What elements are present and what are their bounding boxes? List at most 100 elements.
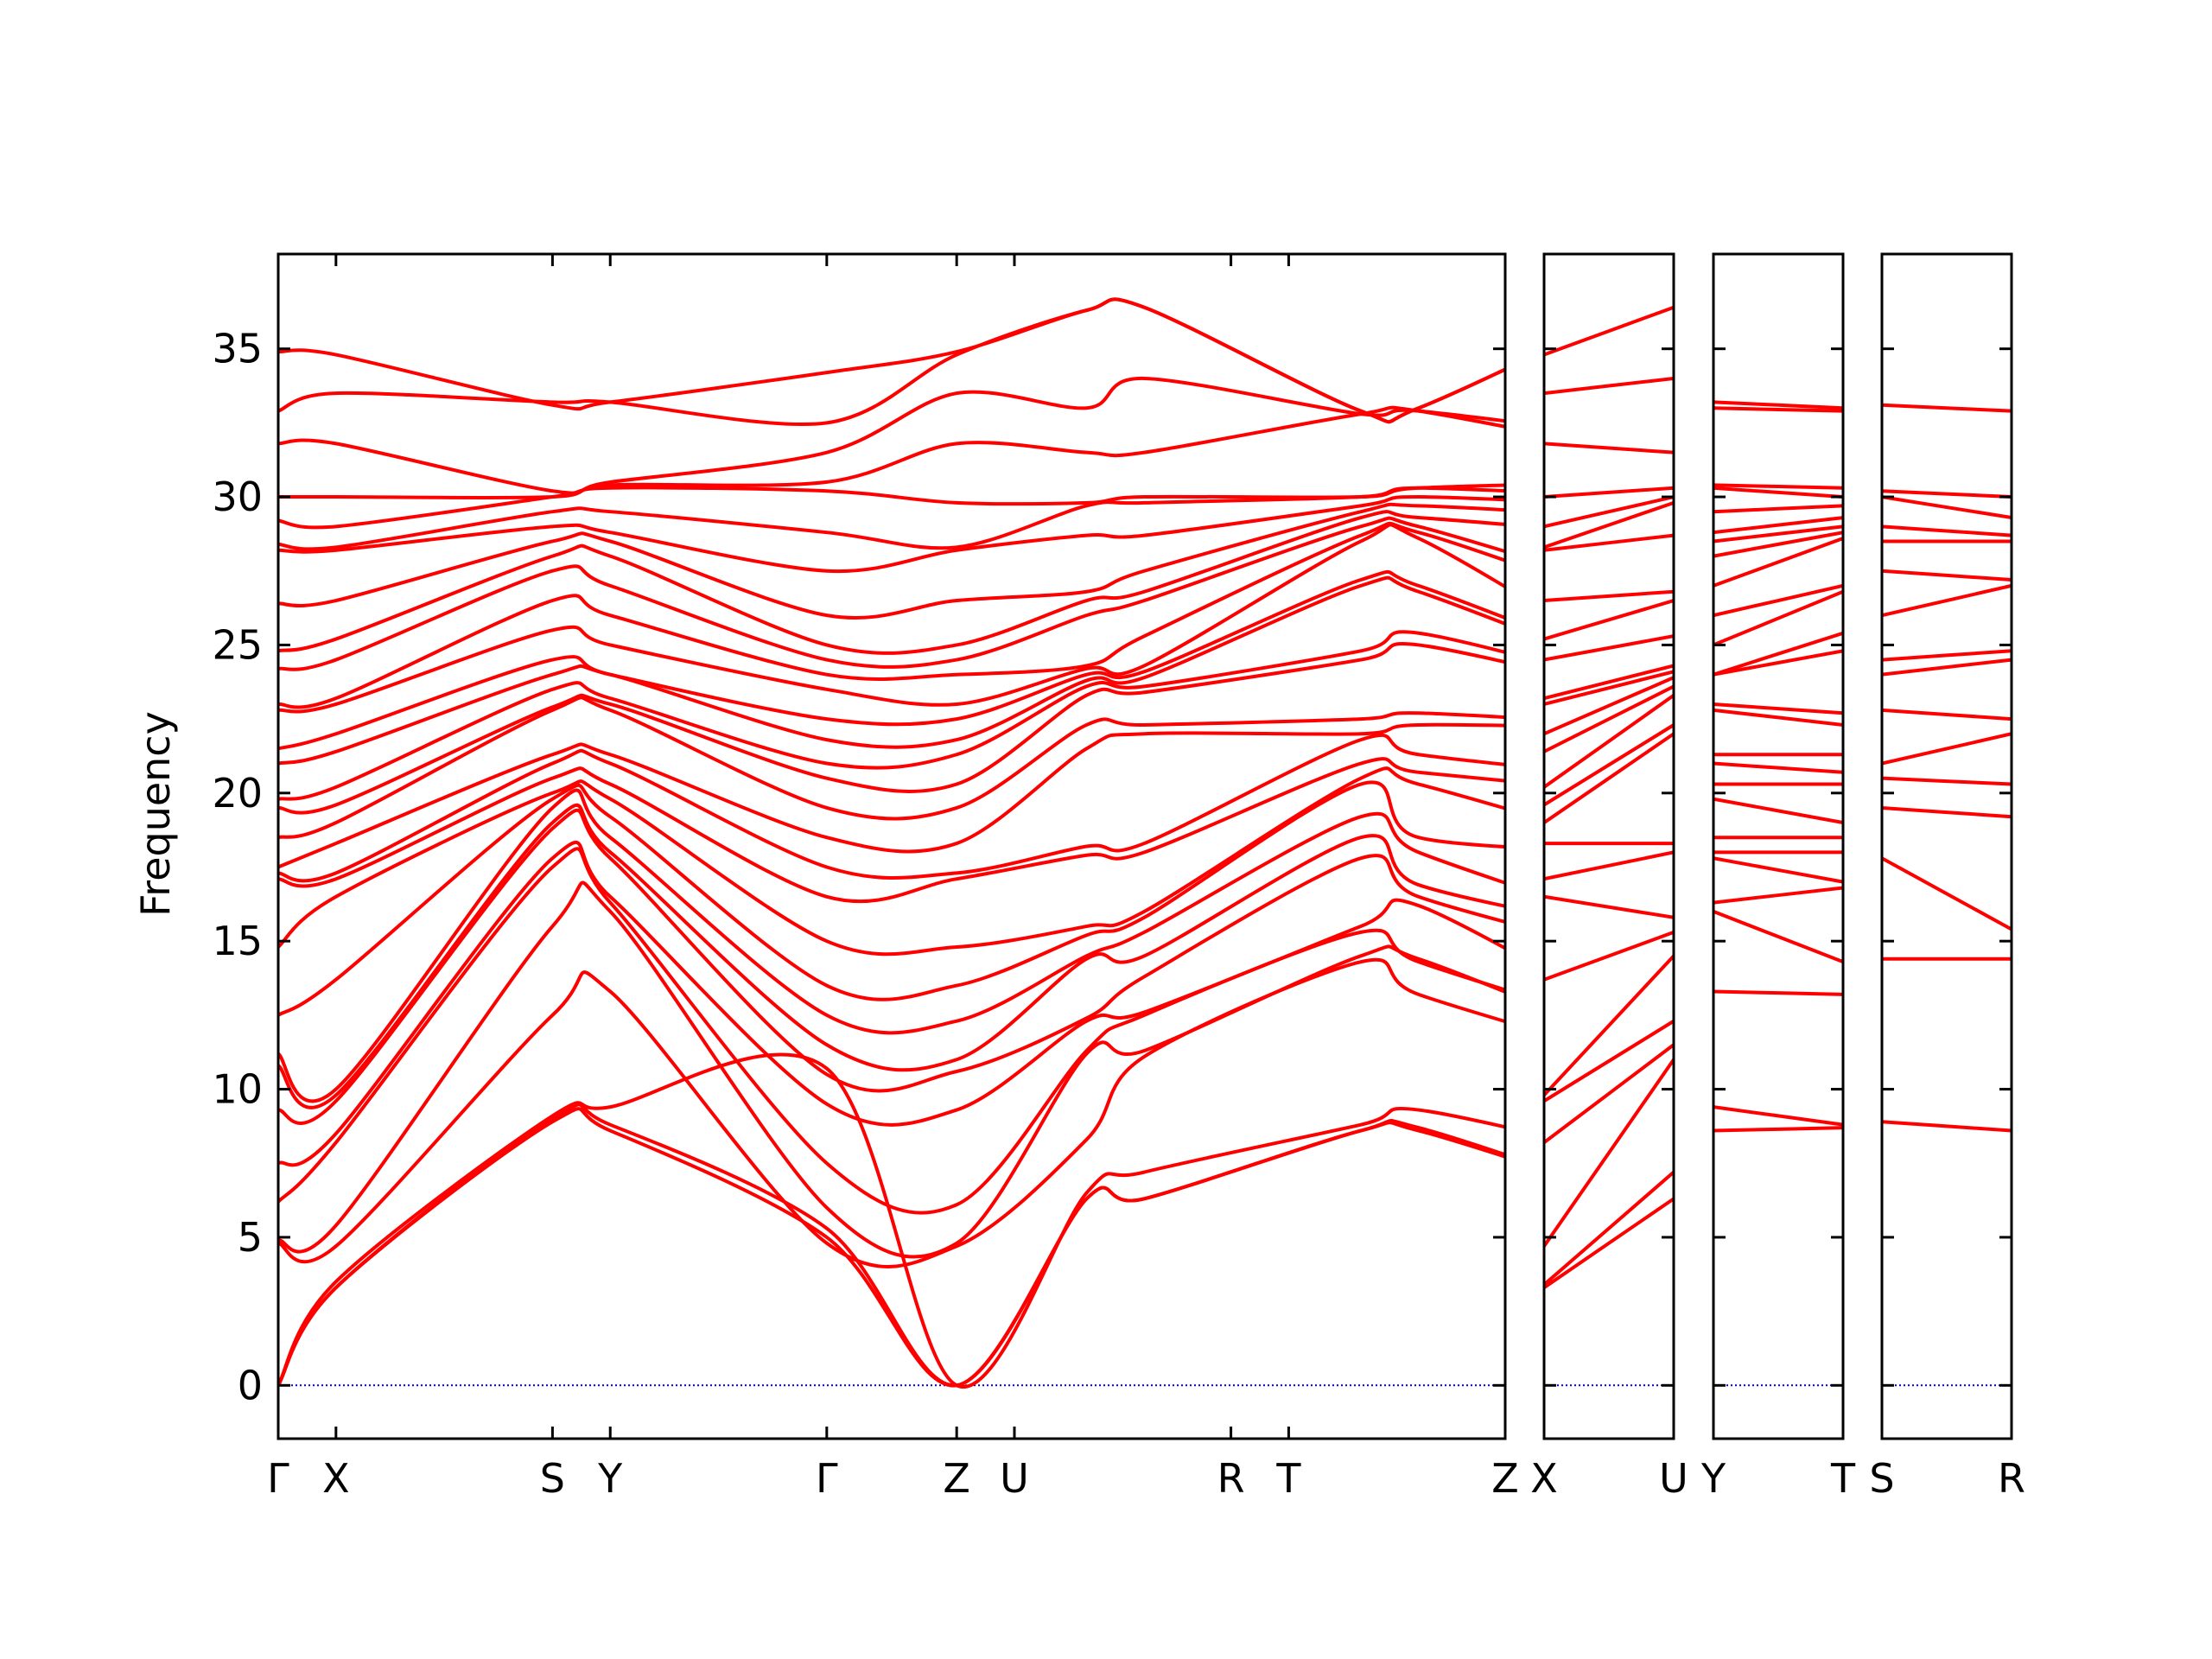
y-tick-label: 5 [238, 1214, 263, 1261]
x-tick-label: T [1830, 1455, 1856, 1502]
x-tick-label: Z [1491, 1455, 1519, 1502]
band-line-15 [1882, 489, 2012, 499]
band-line-5 [1713, 886, 1843, 905]
band-line-25 [278, 502, 1505, 620]
band-line-13 [278, 757, 1505, 904]
x-tick-label: X [322, 1455, 350, 1502]
band-line-9 [1544, 850, 1674, 881]
x-tick-label: Y [597, 1455, 623, 1502]
band-line-2 [1713, 1105, 1843, 1127]
x-tick-label: R [1217, 1455, 1245, 1502]
x-tick-label: S [1869, 1455, 1894, 1502]
band-line-7 [1882, 708, 2012, 721]
band-line-12 [278, 766, 1505, 957]
band-line-22 [1544, 500, 1674, 550]
band-line-26 [1544, 376, 1674, 396]
band-line-23 [278, 516, 1505, 671]
band-line-17 [1713, 589, 1843, 647]
band-line-18 [278, 630, 1505, 801]
band-line-19 [278, 575, 1505, 766]
band-line-13 [1544, 693, 1674, 789]
x-tick-label: T [1275, 1455, 1301, 1502]
band-line-25 [1544, 442, 1674, 454]
panel-frame [1542, 252, 1675, 1440]
band-line-9 [1882, 649, 2012, 662]
band-line-24 [278, 510, 1505, 655]
band-line-20 [1544, 589, 1674, 603]
x-tick-label: Z [943, 1455, 970, 1502]
band-line-6 [1882, 732, 2012, 766]
band-line-11 [278, 780, 1505, 1017]
band-line-15 [1544, 676, 1674, 736]
band-lines [1544, 305, 1674, 1290]
band-lines [278, 297, 1505, 1389]
band-line-14 [1544, 684, 1674, 753]
x-tick-label: R [1998, 1455, 2025, 1502]
band-line-20 [278, 569, 1505, 751]
band-line-21 [1544, 533, 1674, 552]
band-line-11 [1544, 732, 1674, 825]
y-tick-label: 20 [212, 770, 263, 817]
band-line-18 [1713, 583, 1843, 618]
panel-frame [1712, 252, 1845, 1440]
x-tick-label: Y [1700, 1455, 1726, 1502]
band-line-13 [1882, 524, 2012, 537]
band-line-3 [1713, 989, 1843, 996]
x-tick-label: X [1530, 1455, 1558, 1502]
band-line-30 [278, 376, 1505, 495]
band-line-24 [1544, 486, 1674, 499]
y-tick-label: 10 [212, 1066, 263, 1113]
band-line-1 [1713, 1126, 1843, 1133]
y-tick-label: 15 [212, 918, 263, 964]
band-line-15 [278, 722, 1505, 869]
band-line-21 [1713, 524, 1843, 543]
x-tick-label: S [540, 1455, 565, 1502]
band-line-3 [278, 1052, 1505, 1389]
band-line-27 [1544, 305, 1674, 357]
band-line-16 [1544, 670, 1674, 706]
y-tick-label: 0 [238, 1362, 263, 1408]
band-line-3 [1544, 1058, 1674, 1249]
band-line-6 [1713, 856, 1843, 884]
band-line-20 [1713, 531, 1843, 558]
band-line-6 [1544, 954, 1674, 1097]
band-line-8 [1882, 658, 2012, 677]
band-line-22 [1713, 516, 1843, 535]
band-line-16 [278, 696, 1505, 840]
y-axis-label-group: Frequency [132, 711, 179, 917]
band-line-1 [1882, 1120, 2012, 1133]
band-line-4 [1882, 805, 2012, 819]
band-line-32 [278, 297, 1505, 424]
band-line-7 [278, 840, 1505, 1167]
band-line-22 [278, 521, 1505, 709]
band-line-17 [1544, 664, 1674, 701]
panel-frame [1880, 252, 2013, 1440]
band-line-26 [1713, 406, 1843, 413]
band-line-28 [278, 483, 1505, 530]
band-line-11 [1713, 761, 1843, 774]
band-line-16 [1882, 403, 2012, 413]
band-line-5 [278, 880, 1505, 1259]
band-line-9 [278, 804, 1505, 1109]
band-line-9 [1713, 797, 1843, 825]
band-line-3 [1882, 856, 2012, 931]
band-line-8 [278, 808, 1505, 1125]
band-line-10 [278, 788, 1505, 1103]
band-line-16 [1713, 631, 1843, 677]
band-line-10 [1882, 583, 2012, 618]
band-line-25 [1713, 483, 1843, 490]
band-line-11 [1882, 569, 2012, 582]
y-axis-label: Frequency [132, 711, 179, 917]
band-line-12 [1544, 722, 1674, 807]
band-line-5 [1544, 1019, 1674, 1103]
x-tick-label: Γ [267, 1455, 289, 1502]
band-line-5 [1882, 776, 2012, 786]
band-line-19 [1713, 537, 1843, 588]
y-tick-label: 30 [212, 474, 263, 520]
band-lines [1713, 400, 1843, 1133]
